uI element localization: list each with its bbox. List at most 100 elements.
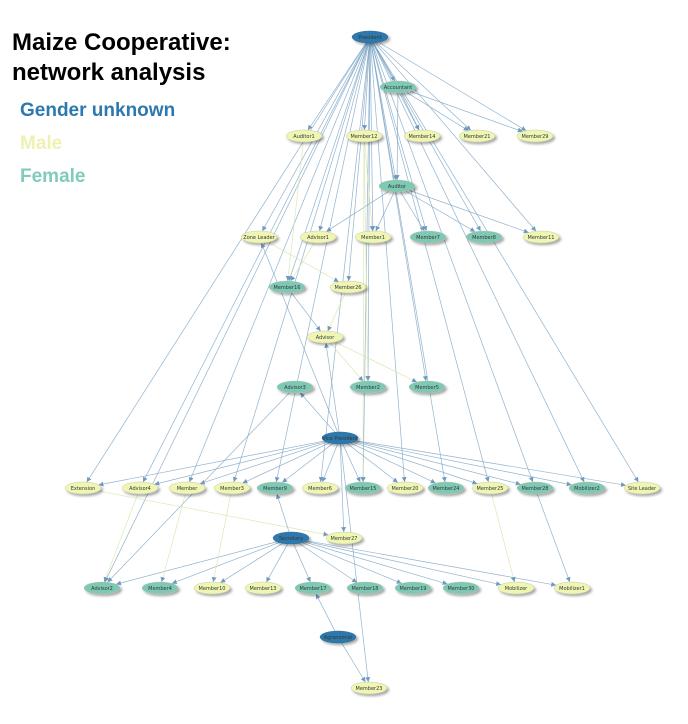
edge-member12-to-member1: [363, 139, 375, 232]
edge-member16-to-advisor: [289, 290, 321, 332]
edge-vicepresident-to-member20: [344, 441, 399, 483]
node-label-member15: Member15: [350, 486, 377, 492]
node-member15: Member15: [344, 481, 382, 495]
node-ellipse-member20: [386, 481, 424, 495]
node-label-member: Member: [177, 486, 199, 492]
node-label-member28: Member28: [522, 486, 549, 492]
edge-secretary-to-member18: [295, 540, 358, 583]
node-ellipse-agronomist: [319, 630, 357, 644]
edge-president-to-member11: [372, 40, 537, 232]
edge-member26-to-advisor: [327, 290, 347, 332]
edge-vicepresident-to-member15: [341, 441, 361, 483]
edge-vicepresident-to-member27: [339, 441, 347, 533]
edge-president-to-member2: [365, 40, 371, 382]
node-ellipse-zone-leader: [240, 230, 278, 244]
edge-vicepresident-to-member24: [346, 440, 436, 484]
edge-secretary-to-member10: [220, 540, 287, 583]
edge-auditor-to-member7: [398, 189, 425, 232]
edge-vicepresident-to-member25: [347, 440, 478, 485]
node-member13: Member13: [244, 581, 282, 595]
node-label-advisor1: Advisor1: [307, 235, 329, 241]
node-member12: Member12: [345, 129, 383, 143]
edge-accountant-to-member29: [405, 89, 523, 133]
edge-secretary-to-member4: [171, 540, 285, 585]
node-ellipse-member24: [427, 481, 465, 495]
node-label-member10: Member10: [199, 586, 226, 592]
node-label-auditor1: Auditor1: [293, 134, 314, 140]
node-label-extension: Extension: [71, 486, 96, 492]
edge-vicepresident-to-member6: [321, 441, 339, 483]
node-member14: Member14: [403, 129, 441, 143]
edge-zoneleader-to-member26: [264, 239, 339, 283]
edge-president-to-member15: [360, 40, 371, 483]
node-ellipse-advisor2: [83, 581, 121, 595]
node-ellipse-member27: [325, 531, 363, 545]
node-label-advisor: Advisor: [316, 335, 336, 341]
node-label-advisor2: Advisor2: [91, 586, 113, 592]
edge-advisor4-to-advisor2: [103, 491, 139, 583]
edge-secretary-to-mobilizer: [299, 539, 502, 587]
node-ellipse-member28: [516, 481, 554, 495]
edge-accountant-to-member14: [399, 90, 420, 131]
node-label-member20: Member20: [392, 486, 419, 492]
node-agronomist: Agronomist: [319, 630, 357, 644]
node-ellipse-member4: [141, 581, 179, 595]
node-ellipse-member: [168, 481, 206, 495]
node-label-member2: Member2: [356, 385, 380, 391]
node-label-auditor: Auditor: [388, 184, 407, 190]
node-extension: Extension: [64, 481, 102, 495]
node-ellipse-member12: [345, 129, 383, 143]
edge-vicepresident-to-advisor: [324, 342, 340, 435]
node-label-member30: Member30: [448, 586, 475, 592]
edge-member12-to-member15: [360, 139, 366, 483]
node-label-member9: Member9: [263, 486, 287, 492]
node-ellipse-member25: [471, 481, 509, 495]
node-ellipse-member7: [409, 230, 447, 244]
node-label-advisor4: Advisor4: [129, 486, 151, 492]
node-ellipse-extension: [64, 481, 102, 495]
node-ellipse-advisor1: [299, 230, 337, 244]
node-ellipse-member5: [408, 380, 446, 394]
legend-item-male: Male: [20, 133, 63, 154]
node-member25: Member25: [471, 481, 509, 495]
node-accountant: Accountant: [379, 80, 417, 94]
node-ellipse-member1: [354, 230, 392, 244]
node-mobilizer2: Mobilizer2: [568, 481, 606, 495]
node-advisor1: Advisor1: [299, 230, 337, 244]
node-ellipse-advisor: [306, 330, 344, 344]
edge-president-to-advisor1: [318, 40, 370, 232]
node-label-mobilizer2: Mobilizer2: [574, 486, 600, 492]
node-ellipse-member17: [294, 581, 332, 595]
node-label-member26: Member26: [335, 285, 362, 291]
node-ellipse-member16: [268, 280, 306, 294]
edge-auditor1-to-member16: [285, 139, 304, 282]
node-label-member8: Member8: [472, 235, 496, 241]
edge-vicepresident-to-siteleader: [349, 439, 626, 487]
node-label-member29: Member29: [522, 134, 549, 140]
node-member10: Member10: [193, 581, 231, 595]
edge-president-to-member16: [288, 40, 370, 282]
node-vice-president: Vice President: [321, 431, 359, 445]
node-ellipse-auditor1: [285, 129, 323, 143]
edge-vicepresident-to-advisor4: [154, 439, 332, 486]
node-ellipse-member10: [193, 581, 231, 595]
edge-president-to-member3: [232, 40, 370, 483]
edge-member25-to-mobilizer: [490, 491, 516, 583]
node-label-member3: Member3: [220, 486, 244, 492]
edge-vicepresident-to-zoneleader: [260, 242, 339, 435]
edge-president-to-member25: [370, 40, 490, 483]
node-ellipse-member18: [346, 581, 384, 595]
node-advisor4: Advisor4: [121, 481, 159, 495]
edge-secretary-to-member17: [292, 541, 311, 583]
edge-vicepresident-to-extension: [98, 439, 331, 487]
node-ellipse-member23: [350, 681, 388, 695]
edge-secretary-to-member9: [276, 493, 291, 535]
node-ellipse-member26: [329, 280, 367, 294]
node-member11: Member11: [522, 230, 560, 244]
edge-vicepresident-to-advisor3: [299, 392, 338, 435]
node-member17: Member17: [294, 581, 332, 595]
edge-member3-to-member10: [211, 491, 232, 583]
edge-president-to-extension: [86, 40, 369, 483]
edge-agronomist-to-member23: [339, 640, 366, 683]
node-member29: Member29: [516, 129, 554, 143]
